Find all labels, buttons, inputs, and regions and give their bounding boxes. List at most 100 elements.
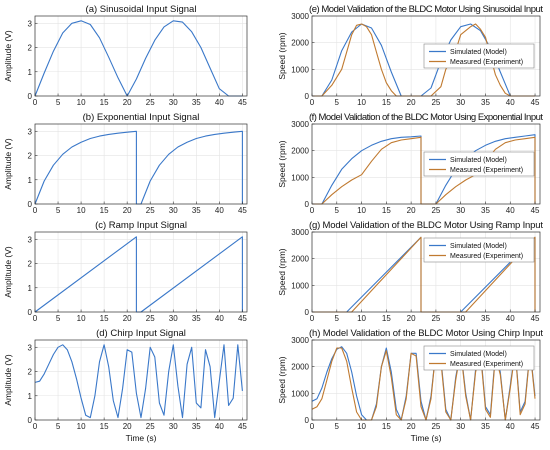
y-axis-label: Amplitude (V) bbox=[3, 30, 13, 82]
chart-panel-2: 0 5 10 15 20 25 30 35 40 45 0 1 2 3 (c) Ramp Input Sig… bbox=[3, 220, 247, 323]
x-tick-label: 20 bbox=[123, 206, 132, 215]
chart-panel-4: 0 5 10 15 20 25 30 35 40 45 0 1000 2000 3000(e) Model… bbox=[277, 4, 543, 107]
x-tick-label: 20 bbox=[407, 422, 416, 431]
x-tick-label: 10 bbox=[357, 422, 366, 431]
legend: Simulated (Model) Measured (Experiment) bbox=[423, 345, 535, 371]
y-tick-label: 2000 bbox=[291, 39, 309, 48]
x-tick-label: 45 bbox=[531, 206, 540, 215]
x-tick-label: 45 bbox=[238, 422, 247, 431]
series-line-0 bbox=[34, 130, 243, 205]
y-axis-label: Speed (rpm) bbox=[277, 356, 287, 403]
chart-title: (d) Chirp Input Signal bbox=[96, 328, 186, 339]
y-tick-label: 2 bbox=[28, 368, 33, 377]
y-tick-label: 3 bbox=[28, 235, 33, 244]
x-tick-label: 45 bbox=[238, 206, 247, 215]
x-tick-label: 35 bbox=[192, 314, 201, 323]
y-tick-label: 3 bbox=[28, 19, 33, 28]
x-tick-label: 15 bbox=[382, 206, 391, 215]
x-axis-label: Time (s) bbox=[411, 433, 442, 443]
x-tick-label: 35 bbox=[481, 206, 490, 215]
legend-box bbox=[423, 345, 535, 371]
series-line-0 bbox=[34, 344, 243, 419]
series-line-0 bbox=[312, 23, 535, 97]
y-tick-label: 3000 bbox=[291, 336, 309, 345]
y-tick-label: 3 bbox=[28, 343, 33, 352]
y-axis-label: Amplitude (V) bbox=[3, 354, 13, 406]
legend-box bbox=[423, 237, 535, 263]
y-tick-label: 1000 bbox=[291, 281, 309, 290]
y-axis-label: Amplitude (V) bbox=[3, 246, 13, 298]
y-tick-label: 0 bbox=[305, 200, 310, 209]
x-tick-label: 0 bbox=[33, 206, 38, 215]
axes-box bbox=[311, 123, 541, 205]
y-tick-label: 1000 bbox=[291, 389, 309, 398]
x-tick-label: 40 bbox=[506, 206, 515, 215]
x-tick-label: 15 bbox=[382, 314, 391, 323]
x-tick-label: 20 bbox=[407, 206, 416, 215]
x-tick-label: 30 bbox=[456, 206, 465, 215]
x-tick-label: 5 bbox=[335, 314, 340, 323]
chart-title: (a) Sinusoidal Input Signal bbox=[86, 4, 197, 15]
axes-box bbox=[34, 15, 248, 97]
x-tick-label: 25 bbox=[431, 206, 440, 215]
x-tick-label: 15 bbox=[100, 206, 109, 215]
legend-label-1: Measured (Experiment) bbox=[450, 361, 523, 368]
y-tick-label: 1 bbox=[28, 176, 33, 185]
x-tick-label: 30 bbox=[169, 98, 178, 107]
x-tick-label: 10 bbox=[77, 314, 86, 323]
x-tick-label: 30 bbox=[169, 206, 178, 215]
x-tick-label: 45 bbox=[238, 98, 247, 107]
legend-label-1: Measured (Experiment) bbox=[450, 167, 523, 174]
series-line-0 bbox=[34, 236, 243, 313]
y-tick-label: 2000 bbox=[291, 255, 309, 264]
x-tick-label: 0 bbox=[310, 314, 315, 323]
y-tick-label: 1 bbox=[28, 68, 33, 77]
axes-box bbox=[34, 231, 248, 313]
y-axis-label: Speed (rpm) bbox=[277, 32, 287, 79]
y-tick-label: 0 bbox=[28, 308, 33, 317]
chart-title: (b) Exponential Input Signal bbox=[83, 112, 200, 123]
y-tick-label: 3000 bbox=[291, 120, 309, 129]
y-tick-label: 0 bbox=[305, 308, 310, 317]
x-tick-label: 35 bbox=[192, 206, 201, 215]
chart-panel-1: 0 5 10 15 20 25 30 35 40 45 0 1 2 3 (b) Exponential In… bbox=[3, 112, 247, 215]
legend: Simulated (Model) Measured (Experiment) bbox=[423, 237, 535, 263]
x-tick-label: 25 bbox=[431, 98, 440, 107]
legend-label-1: Measured (Experiment) bbox=[450, 253, 523, 260]
y-tick-label: 2 bbox=[28, 44, 33, 53]
x-tick-label: 20 bbox=[123, 314, 132, 323]
x-tick-label: 30 bbox=[456, 314, 465, 323]
x-tick-label: 5 bbox=[56, 206, 61, 215]
axes-box bbox=[311, 15, 541, 97]
x-tick-label: 20 bbox=[407, 314, 416, 323]
x-tick-label: 25 bbox=[431, 314, 440, 323]
x-tick-label: 5 bbox=[56, 98, 61, 107]
x-tick-label: 40 bbox=[506, 98, 515, 107]
x-tick-label: 45 bbox=[531, 98, 540, 107]
x-tick-label: 0 bbox=[310, 206, 315, 215]
x-tick-label: 30 bbox=[169, 314, 178, 323]
x-tick-label: 20 bbox=[123, 98, 132, 107]
x-tick-label: 10 bbox=[77, 98, 86, 107]
series-line-0 bbox=[34, 20, 243, 97]
x-tick-label: 5 bbox=[56, 422, 61, 431]
x-tick-label: 40 bbox=[215, 314, 224, 323]
x-tick-label: 40 bbox=[215, 98, 224, 107]
y-tick-label: 0 bbox=[305, 92, 310, 101]
y-tick-label: 3000 bbox=[291, 12, 309, 21]
legend-label-0: Simulated (Model) bbox=[450, 157, 507, 164]
legend-label-0: Simulated (Model) bbox=[450, 351, 507, 358]
x-tick-label: 0 bbox=[33, 98, 38, 107]
y-axis-label: Speed (rpm) bbox=[277, 140, 287, 187]
legend-label-0: Simulated (Model) bbox=[450, 243, 507, 250]
y-tick-label: 3 bbox=[28, 127, 33, 136]
chart-title: (c) Ramp Input Signal bbox=[95, 220, 187, 231]
y-tick-label: 1 bbox=[28, 284, 33, 293]
y-tick-label: 1000 bbox=[291, 173, 309, 182]
x-tick-label: 35 bbox=[481, 314, 490, 323]
axes-box bbox=[34, 339, 248, 421]
x-tick-label: 0 bbox=[310, 98, 315, 107]
axes-box bbox=[311, 339, 541, 421]
chart-panel-5: 0 5 10 15 20 25 30 35 40 45 0 1000 2000 3000(f) Model… bbox=[277, 112, 543, 215]
